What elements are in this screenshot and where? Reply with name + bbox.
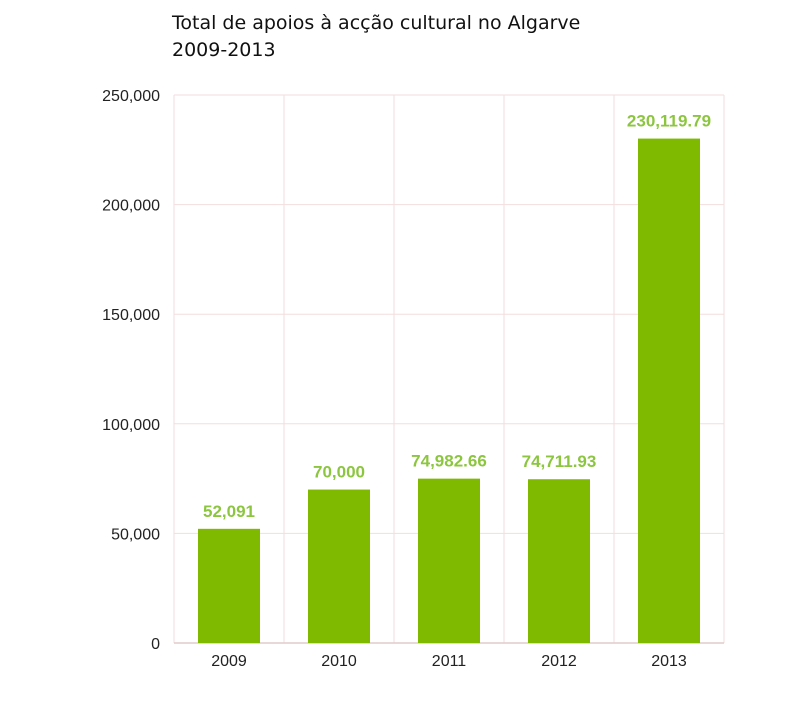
- bar: [528, 479, 590, 643]
- bar: [638, 138, 700, 643]
- x-tick-label: 2009: [211, 653, 247, 670]
- x-axis-ticks: 2009 2010 2011 2012 2013: [211, 653, 687, 670]
- y-tick-label: 150,000: [102, 307, 160, 324]
- x-tick-label: 2011: [432, 653, 467, 670]
- y-tick-label: 0: [151, 636, 160, 653]
- data-label: 230,119.79: [627, 112, 711, 131]
- y-axis-ticks: 0 50,000 100,000 150,000 200,000 250,000: [102, 88, 160, 653]
- x-tick-label: 2013: [651, 653, 687, 670]
- chart-title: Total de apoios à acção cultural no Alga…: [172, 12, 581, 34]
- bar-layer: [198, 138, 700, 643]
- data-label: 74,982.66: [411, 452, 487, 471]
- y-tick-label: 50,000: [111, 526, 160, 543]
- x-tick-label: 2010: [321, 653, 357, 670]
- grid-layer: [173, 94, 725, 644]
- bar: [198, 528, 260, 643]
- y-tick-label: 100,000: [102, 417, 160, 434]
- y-tick-label: 250,000: [102, 88, 160, 105]
- chart-title-block: Total de apoios à acção cultural no Alga…: [172, 10, 580, 64]
- data-label: 52,091: [203, 502, 255, 521]
- bar: [418, 478, 480, 643]
- bar: [308, 489, 370, 643]
- y-tick-label: 200,000: [102, 198, 160, 215]
- data-label: 74,711.93: [522, 452, 597, 471]
- chart-subtitle: 2009-2013: [172, 39, 276, 61]
- data-label: 70,000: [313, 463, 365, 482]
- data-label-layer: 52,091 70,000 74,982.66 74,711.93 230,119.79: [203, 112, 711, 521]
- x-tick-label: 2012: [541, 653, 577, 670]
